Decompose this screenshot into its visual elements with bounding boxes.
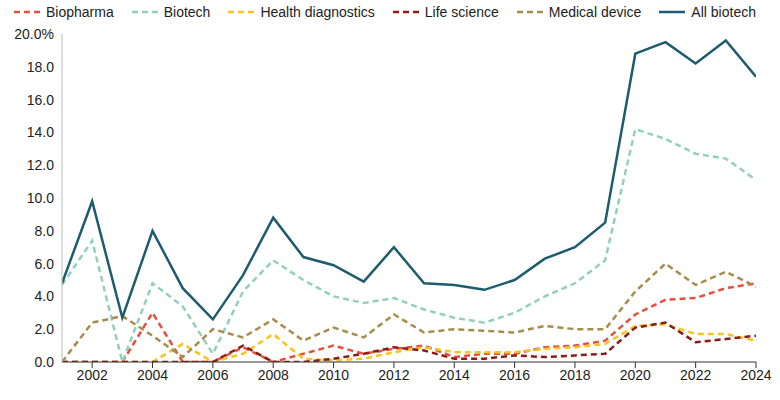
svg-text:2022: 2022 [680, 367, 711, 383]
svg-text:2004: 2004 [137, 367, 168, 383]
svg-text:8.0: 8.0 [35, 223, 55, 239]
svg-text:2018: 2018 [559, 367, 590, 383]
svg-text:4.0: 4.0 [35, 288, 55, 304]
html-text:Biopharma: Biopharma [46, 4, 114, 20]
html-text:Life science: Life science [424, 4, 499, 20]
svg-text:2008: 2008 [258, 367, 289, 383]
svg-text:2002: 2002 [77, 367, 108, 383]
svg-text:20.0%: 20.0% [14, 26, 54, 42]
svg-text:2.0: 2.0 [35, 321, 55, 337]
svg-text:2016: 2016 [499, 367, 530, 383]
html-text:Medical device: Medical device [548, 4, 642, 20]
svg-text:2020: 2020 [620, 367, 651, 383]
html-text:All biotech: All biotech [691, 4, 756, 20]
svg-text:10.0: 10.0 [27, 190, 54, 206]
svg-text:6.0: 6.0 [35, 256, 55, 272]
html-text:Health diagnostics: Health diagnostics [260, 4, 375, 20]
svg-text:18.0: 18.0 [27, 59, 54, 75]
svg-text:2024: 2024 [740, 367, 771, 383]
svg-text:2012: 2012 [378, 367, 409, 383]
svg-text:14.0: 14.0 [27, 124, 54, 140]
svg-text:16.0: 16.0 [27, 92, 54, 108]
svg-text:12.0: 12.0 [27, 157, 54, 173]
svg-text:2010: 2010 [318, 367, 349, 383]
svg-text:0.0: 0.0 [35, 354, 55, 370]
svg-text:2014: 2014 [439, 367, 470, 383]
svg-text:2006: 2006 [197, 367, 228, 383]
html-text:Biotech: Biotech [163, 4, 211, 20]
